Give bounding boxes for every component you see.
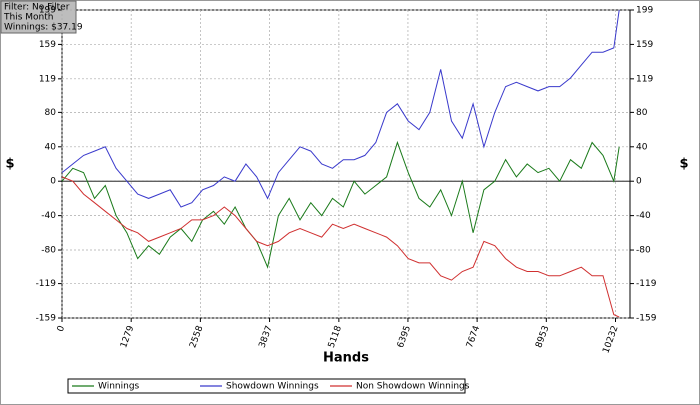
series-line	[61, 140, 620, 269]
y-tick-label: 40	[45, 142, 57, 152]
info-text: This Month	[3, 13, 53, 23]
plot-area	[61, 9, 631, 319]
y2-tick-label: -119	[636, 279, 657, 289]
y2-tick-label: 199	[636, 6, 653, 16]
legend-label: Showdown Winnings	[226, 382, 319, 392]
info-text: Winnings: $37.19	[4, 23, 83, 33]
info-text: Filter: No Filter	[4, 3, 70, 13]
y2-tick-label: 0	[636, 177, 642, 187]
y-tick-label: -159	[36, 314, 57, 324]
y2-axis-label: $	[679, 157, 688, 172]
y-tick-label: 159	[39, 40, 56, 50]
y-tick-label: 0	[50, 177, 56, 187]
y2-tick-label: 80	[636, 108, 648, 118]
y2-tick-label: -40	[636, 211, 651, 221]
y-tick-label: -40	[41, 211, 56, 221]
y-axis-label: $	[5, 157, 14, 172]
y-tick-label: 119	[39, 74, 56, 84]
y2-tick-label: 119	[636, 74, 653, 84]
x-tick-label: 0	[56, 324, 67, 333]
legend	[67, 378, 466, 394]
legend-label: Winnings	[98, 382, 140, 392]
series-line	[61, 176, 620, 318]
y-tick-label: 80	[45, 108, 57, 118]
legend-label: Non Showdown Winnings	[356, 382, 470, 392]
y2-tick-label: -159	[636, 314, 657, 324]
y2-tick-label: 159	[636, 40, 653, 50]
y2-tick-label: 40	[636, 142, 648, 152]
info-box	[0, 0, 77, 34]
y-tick-label: -80	[41, 246, 56, 256]
y-tick-label: 199	[39, 6, 56, 16]
series-line	[61, 9, 620, 208]
x-axis-label: Hands	[323, 351, 369, 366]
y-tick-label: -119	[36, 279, 57, 289]
y2-tick-label: -80	[636, 246, 651, 256]
